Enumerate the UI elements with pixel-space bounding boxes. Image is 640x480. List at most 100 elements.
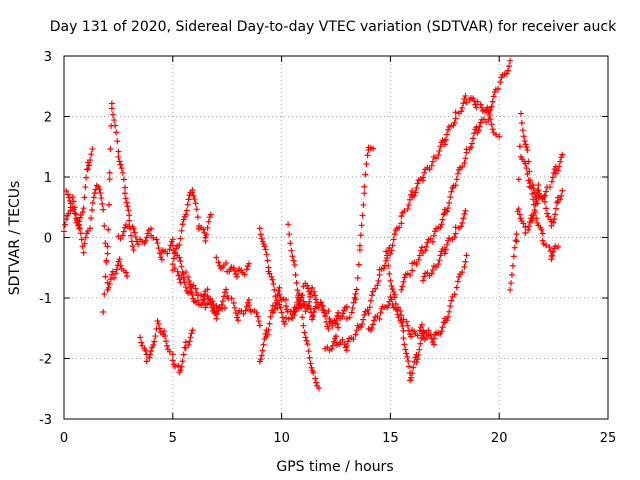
data-point <box>399 283 406 290</box>
data-point <box>245 296 252 303</box>
data-point <box>452 230 459 237</box>
data-point <box>515 176 522 183</box>
data-point <box>452 224 459 231</box>
x-tick-label: 20 <box>491 431 508 446</box>
x-axis-ticks: 0 5 10 15 20 25 <box>60 56 616 446</box>
data-point <box>542 242 549 249</box>
data-point <box>462 258 469 265</box>
data-point <box>409 267 416 274</box>
data-point <box>190 282 197 289</box>
data-point <box>114 138 121 145</box>
data-point <box>364 152 371 159</box>
data-point <box>266 320 273 327</box>
series-trace-r <box>420 207 469 284</box>
data-point <box>331 317 338 324</box>
data-point <box>442 136 449 143</box>
data-point <box>490 93 497 100</box>
data-point <box>128 238 135 245</box>
data-point <box>178 363 185 370</box>
data-point <box>108 271 115 278</box>
data-point <box>265 326 272 333</box>
data-point <box>86 162 93 169</box>
data-point <box>292 271 299 278</box>
y-tick-label: 2 <box>44 111 52 126</box>
data-point <box>185 273 192 280</box>
data-point <box>88 151 95 158</box>
data-point <box>143 358 150 365</box>
data-point <box>425 327 432 334</box>
data-point <box>358 324 365 331</box>
data-point <box>475 127 482 134</box>
x-tick-label: 15 <box>382 431 399 446</box>
data-point <box>63 216 70 223</box>
data-point <box>489 126 496 133</box>
data-point <box>310 312 317 319</box>
data-point <box>269 309 276 316</box>
data-point <box>264 331 271 338</box>
data-point <box>409 370 416 377</box>
data-point <box>451 119 458 126</box>
data-point <box>99 200 106 207</box>
data-point <box>413 184 420 191</box>
data-point <box>387 250 394 257</box>
data-point <box>408 374 415 381</box>
data-point <box>164 250 171 257</box>
data-point <box>100 309 107 316</box>
data-point <box>82 184 89 191</box>
data-point <box>400 335 407 342</box>
data-point <box>303 337 310 344</box>
series-trace-b <box>63 146 96 232</box>
data-point <box>201 296 208 303</box>
data-point <box>189 189 196 196</box>
data-point <box>153 236 160 243</box>
data-point <box>446 199 453 206</box>
data-point <box>177 367 184 374</box>
data-point <box>436 147 443 154</box>
data-point <box>147 351 154 358</box>
series-trace-u <box>517 151 566 207</box>
data-point <box>451 234 458 241</box>
data-point <box>419 330 426 337</box>
data-point <box>310 309 317 316</box>
data-point <box>179 221 186 228</box>
data-point <box>398 286 405 293</box>
series-trace-c <box>100 100 137 316</box>
data-point <box>152 333 159 340</box>
data-point <box>117 235 124 242</box>
data-point <box>107 276 114 283</box>
data-point <box>263 334 270 341</box>
data-point <box>339 313 346 320</box>
data-point <box>315 385 322 392</box>
data-point <box>436 257 443 264</box>
data-point <box>148 347 155 354</box>
series-trace-f <box>169 186 214 268</box>
data-point <box>277 304 284 311</box>
data-point <box>282 296 289 303</box>
data-point <box>292 308 299 315</box>
data-point <box>541 192 548 199</box>
data-point <box>188 330 195 337</box>
data-point <box>231 304 238 311</box>
data-point <box>124 273 131 280</box>
data-point <box>403 350 410 357</box>
data-point <box>133 238 140 245</box>
data-point <box>519 127 526 134</box>
data-point <box>439 324 446 331</box>
data-point <box>78 236 85 243</box>
data-point <box>425 332 432 339</box>
data-point <box>550 219 557 226</box>
data-point <box>69 194 76 201</box>
data-point <box>477 119 484 126</box>
data-point <box>264 257 271 264</box>
data-point <box>515 206 522 213</box>
data-point <box>258 352 265 359</box>
data-point <box>257 356 264 363</box>
data-point <box>182 284 189 291</box>
data-point <box>362 171 369 178</box>
data-point <box>440 211 447 218</box>
data-point <box>177 235 184 242</box>
data-point <box>443 241 450 248</box>
data-point <box>478 104 485 111</box>
y-tick-label: -1 <box>39 292 52 307</box>
data-point <box>258 235 265 242</box>
